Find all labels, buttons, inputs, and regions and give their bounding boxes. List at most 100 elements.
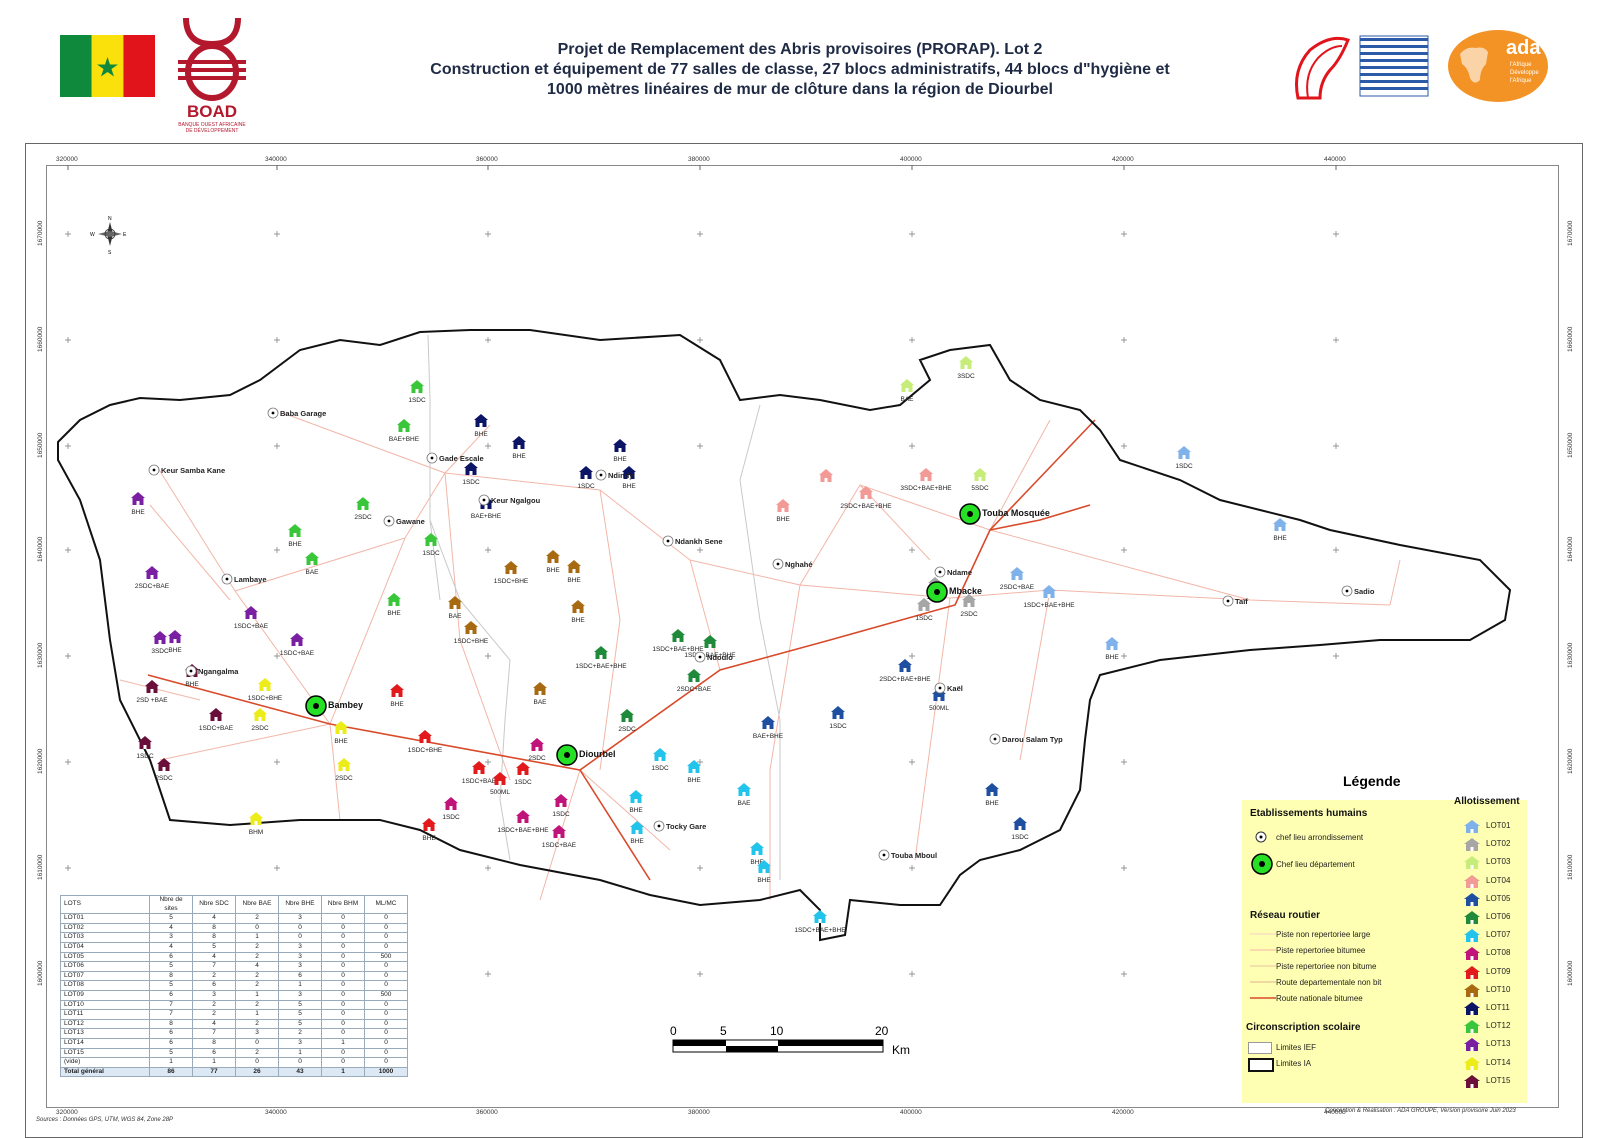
locality-arr[interactable]: Ndame bbox=[934, 566, 972, 578]
site-marker[interactable]: BHE bbox=[630, 821, 644, 845]
site-marker[interactable] bbox=[819, 469, 833, 482]
site-marker[interactable]: 2SDC bbox=[251, 708, 269, 732]
site-marker[interactable]: 1SDC+BAE+BHE bbox=[575, 646, 627, 670]
site-marker[interactable]: 1SDC bbox=[829, 706, 847, 730]
locality-dep[interactable]: Mbacke bbox=[926, 581, 982, 603]
site-marker[interactable]: 5SDC bbox=[971, 468, 989, 492]
site-marker[interactable]: 3SDC+BAE+BHE bbox=[900, 468, 952, 492]
locality-arr[interactable]: Sadio bbox=[1341, 585, 1375, 597]
locality-arr[interactable]: Ndindy bbox=[595, 469, 634, 481]
site-marker[interactable]: 1SDC bbox=[422, 533, 440, 557]
locality-arr[interactable]: Gawane bbox=[383, 515, 425, 527]
site-marker[interactable]: 1SDC+BAE+BHE bbox=[684, 635, 736, 659]
site-marker[interactable]: 1SDC+BHE bbox=[408, 730, 443, 754]
locality-dep[interactable]: Touba Mosquée bbox=[959, 503, 1050, 525]
site-marker[interactable]: 2SDC bbox=[335, 758, 353, 782]
site-marker[interactable]: 3SDC bbox=[957, 356, 975, 380]
site-marker[interactable]: 1SDC+BAE bbox=[234, 606, 269, 630]
site-marker[interactable]: 1SDC+BAE+BHE bbox=[652, 629, 704, 653]
site-marker[interactable]: BAE bbox=[900, 379, 914, 403]
site-marker[interactable]: 1SDC bbox=[577, 466, 595, 490]
site-marker[interactable]: BAE bbox=[305, 552, 319, 576]
site-marker[interactable]: 2SDC bbox=[528, 738, 546, 762]
site-marker[interactable]: 1SDC+BAE+BHE bbox=[794, 910, 846, 934]
site-marker[interactable]: BHE bbox=[334, 721, 348, 745]
site-marker[interactable]: 2SDC bbox=[618, 709, 636, 733]
site-marker[interactable]: BAE bbox=[737, 783, 751, 807]
site-marker[interactable]: 1SDC bbox=[462, 462, 480, 486]
site-marker[interactable]: 2SDC bbox=[155, 758, 173, 782]
site-marker[interactable]: BHE bbox=[985, 783, 999, 807]
locality-arr[interactable]: Ndoulo bbox=[694, 651, 733, 663]
site-marker[interactable]: BHE bbox=[474, 414, 488, 438]
site-marker[interactable]: BHE bbox=[168, 630, 182, 654]
site-marker[interactable]: BHE bbox=[512, 436, 526, 460]
site-marker[interactable]: BAE bbox=[448, 596, 462, 620]
site-marker[interactable]: 1SDC bbox=[408, 380, 426, 404]
site-marker[interactable]: BHE bbox=[546, 550, 560, 574]
site-marker[interactable]: BHE bbox=[629, 790, 643, 814]
site-marker[interactable]: BHE bbox=[131, 492, 145, 516]
locality-arr[interactable]: Nghahé bbox=[772, 558, 813, 570]
site-marker[interactable]: BHE bbox=[1273, 518, 1287, 542]
site-marker[interactable]: BHE bbox=[390, 684, 404, 708]
site-marker[interactable]: 2SDC bbox=[354, 497, 372, 521]
locality-arr[interactable]: Touba Mboul bbox=[878, 849, 937, 861]
site-marker[interactable]: 2SDC+BAE+BHE bbox=[840, 486, 892, 510]
site-marker[interactable]: 3SDC bbox=[151, 631, 169, 655]
site-marker[interactable]: 1SDC bbox=[514, 762, 532, 786]
site-marker[interactable]: 1SDC bbox=[1175, 446, 1193, 470]
site-marker[interactable]: BHE bbox=[750, 842, 764, 866]
site-marker[interactable]: 1SDC+BHE bbox=[454, 621, 489, 645]
site-marker[interactable]: 1SDC+BAE+BHE bbox=[1023, 585, 1075, 609]
site-marker[interactable]: 1SDC+BAE bbox=[462, 761, 497, 785]
locality-arr[interactable]: Keur Samba Kane bbox=[148, 464, 225, 476]
site-marker[interactable]: 1SDC+BAE+BHE bbox=[497, 810, 549, 834]
site-marker[interactable]: BAE+BHE bbox=[389, 419, 420, 443]
site-marker[interactable]: BHM bbox=[249, 812, 263, 836]
site-marker[interactable]: BHE bbox=[571, 600, 585, 624]
site-marker[interactable]: BHE bbox=[687, 760, 701, 784]
site-marker[interactable]: BAE bbox=[533, 682, 547, 706]
site-marker[interactable]: 2SDC+BAE bbox=[1000, 567, 1035, 591]
site-marker[interactable]: 1SDC bbox=[1011, 817, 1029, 841]
site-marker[interactable]: BAE+BHE bbox=[753, 716, 784, 740]
locality-dep[interactable]: Bambey bbox=[305, 695, 363, 717]
site-marker[interactable]: 1SDC+BAE bbox=[199, 708, 234, 732]
site-marker[interactable]: 1SDC bbox=[442, 797, 460, 821]
locality-arr[interactable]: Lambaye bbox=[221, 573, 267, 585]
locality-arr[interactable]: Gade Escale bbox=[426, 452, 484, 464]
site-marker[interactable]: BHE bbox=[776, 499, 790, 523]
site-marker[interactable]: BHE bbox=[422, 818, 436, 842]
locality-arr[interactable]: Taïf bbox=[1222, 595, 1248, 607]
site-marker[interactable]: 1SDC+BHE bbox=[494, 561, 529, 585]
locality-dep[interactable]: Diourbel bbox=[556, 744, 616, 766]
site-marker[interactable]: 1SDC bbox=[915, 598, 933, 622]
site-marker[interactable]: BHE bbox=[567, 560, 581, 584]
site-marker[interactable]: 1SDC+BHE bbox=[248, 678, 283, 702]
locality-arr[interactable]: Kaël bbox=[934, 682, 963, 694]
site-marker[interactable]: 1SDC bbox=[651, 748, 669, 772]
locality-arr[interactable]: Ngangalma bbox=[185, 665, 239, 677]
locality-arr[interactable]: Baba Garage bbox=[267, 407, 326, 419]
site-marker[interactable]: 2SDC bbox=[960, 594, 978, 618]
locality-arr[interactable]: Darou Salam Typ bbox=[989, 733, 1063, 745]
site-marker[interactable]: 1SDC bbox=[552, 794, 570, 818]
locality-arr[interactable]: Keur Ngalgou bbox=[478, 494, 541, 506]
site-marker[interactable]: 2SDC+BAE bbox=[135, 566, 170, 590]
site-marker[interactable]: 2SD +BAE bbox=[136, 680, 168, 704]
site-marker[interactable]: BHE bbox=[622, 466, 636, 490]
site-marker[interactable]: BHE bbox=[1105, 637, 1119, 661]
site-marker[interactable]: BHE bbox=[387, 593, 401, 617]
site-marker[interactable]: 1SDC+BAE bbox=[280, 633, 315, 657]
site-marker[interactable]: BHE bbox=[288, 524, 302, 548]
locality-arr[interactable]: Tocky Gare bbox=[653, 820, 706, 832]
site-marker[interactable]: 2SDC+BAE bbox=[677, 669, 712, 693]
site-marker[interactable]: BHE bbox=[613, 439, 627, 463]
site-marker[interactable]: 2SDC+BAE+BHE bbox=[879, 659, 931, 683]
site-marker[interactable]: 1SDC bbox=[136, 736, 154, 760]
locality-arr[interactable]: Ndankh Sene bbox=[662, 535, 723, 547]
site-marker[interactable]: 1SDC+BAE bbox=[542, 825, 577, 849]
site-marker[interactable]: BHE bbox=[757, 860, 771, 884]
site-marker[interactable]: 500ML bbox=[490, 772, 510, 796]
